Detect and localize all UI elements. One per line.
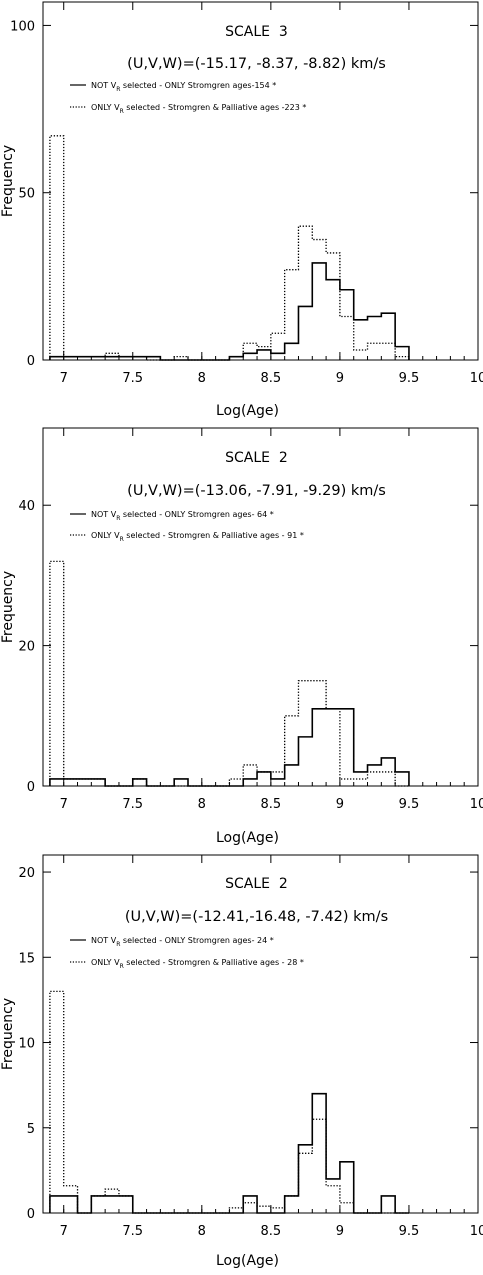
legend-subscript: R [120,108,124,115]
y-tick-label: 40 [18,499,35,514]
x-tick-label: 7.5 [122,797,143,812]
x-axis-label: Log(Age) [216,403,279,419]
y-tick-label: 15 [18,951,35,966]
x-tick-label: 10 [470,797,483,812]
y-tick-label: 50 [18,187,35,202]
legend-prefix: NOT V [91,510,117,519]
histogram-series-solid [49,707,410,787]
legend-subscript: R [116,515,120,522]
legend-text: selected - ONLY Stromgren ages-154 * [120,81,276,90]
y-tick-label: 0 [27,354,35,369]
y-tick-label: 5 [27,1122,35,1137]
x-tick-label: 7 [60,1224,68,1239]
legend-subscript: R [116,941,120,948]
legend-prefix: NOT V [91,936,117,945]
legend-entry-solid: NOT VR selected - ONLY Stromgren ages- 2… [70,936,274,948]
chart-title: SCALE 2 [225,876,288,892]
y-tick-label: 10 [18,1037,35,1052]
chart-panel-2: 7 7.5 8 8.5 9 9.5 10 0 20 40 Log(Age) Frequency SCAL… [0,427,483,846]
legend-subscript: R [116,86,120,93]
x-tick-label: 7.5 [122,1224,143,1239]
x-tick-label: 7 [60,797,68,812]
y-axis-label: Frequency [0,571,16,643]
chart-title: SCALE 2 [225,450,288,466]
chart-panel-3: 7 7.5 8 8.5 9 9.5 10 0 5 10 15 20 Log(Age) Frequency S… [0,854,483,1269]
legend-label: NOT VR selected - ONLY Stromgren ages- 6… [91,510,274,522]
legend-entry-solid: NOT VR selected - ONLY Stromgren ages-15… [70,81,276,93]
x-tick-label: 9.5 [399,371,420,386]
chart-subtitle: (U,V,W)=(-12.41,-16.48, -7.42) km/s [125,909,388,925]
legend-label: ONLY VR selected - Stromgren & Palliativ… [91,958,304,970]
histogram-series-dotted [49,560,409,787]
y-tick-label: 20 [18,866,35,881]
x-tick-label: 9 [336,1224,344,1239]
y-tick-label: 0 [27,1207,35,1222]
y-tick-label: 0 [27,780,35,795]
y-axis-label: Frequency [0,998,16,1070]
histogram-series-solid [49,262,410,361]
x-tick-label: 7.5 [122,371,143,386]
legend-prefix: ONLY V [91,103,120,112]
y-tick-label: 100 [10,19,35,34]
legend-label: NOT VR selected - ONLY Stromgren ages- 2… [91,936,274,948]
legend-prefix: NOT V [91,81,117,90]
chart-panel-1: 7 7.5 8 8.5 9 9.5 10050100Log(Age)FrequencySCA… [0,1,483,419]
x-tick-label: 8 [198,371,206,386]
x-tick-label: 9.5 [399,797,420,812]
x-tick-label: 10 [470,371,483,386]
chart-title: SCALE 3 [225,24,288,40]
histogram-series-dotted [49,990,409,1214]
chart-subtitle: (U,V,W)=(-15.17, -8.37, -8.82) km/s [127,56,386,72]
plot-frame [42,1,479,361]
x-tick-label: 8 [198,1224,206,1239]
x-tick-label: 9 [336,797,344,812]
y-tick-label: 20 [18,640,35,655]
legend-subscript: R [120,963,124,970]
legend-subscript: R [120,536,124,543]
y-axis-label: Frequency [0,145,16,217]
chart-subtitle: (U,V,W)=(-13.06, -7.91, -9.29) km/s [127,483,386,499]
histogram-series-solid [49,1092,409,1214]
x-axis-label: Log(Age) [216,830,279,846]
legend-text: selected - ONLY Stromgren ages- 64 * [120,510,273,519]
x-tick-label: 10 [470,1224,483,1239]
legend-text: selected - Stromgren & Palliative ages -… [124,958,304,967]
legend-entry-dotted: ONLY VR selected - Stromgren & Palliativ… [70,103,306,115]
x-tick-label: 8.5 [261,371,282,386]
legend-entry-solid: NOT VR selected - ONLY Stromgren ages- 6… [70,510,274,522]
legend-prefix: ONLY V [91,531,120,540]
legend-entry-dotted: ONLY VR selected - Stromgren & Palliativ… [70,531,304,543]
x-tick-label: 9.5 [399,1224,420,1239]
legend-text: selected - Stromgren & Palliative ages -… [124,103,307,112]
legend-text: selected - ONLY Stromgren ages- 24 * [120,936,273,945]
legend-label: NOT VR selected - ONLY Stromgren ages-15… [91,81,276,93]
legend-entry-dotted: ONLY VR selected - Stromgren & Palliativ… [70,958,304,970]
x-tick-label: 8.5 [261,797,282,812]
x-axis-label: Log(Age) [216,1253,279,1269]
x-tick-label: 7 [60,371,68,386]
x-tick-label: 8.5 [261,1224,282,1239]
legend-text: selected - Stromgren & Palliative ages -… [124,531,304,540]
plot-frame [42,427,479,787]
histogram-series-dotted [49,135,410,361]
x-tick-label: 8 [198,797,206,812]
legend-prefix: ONLY V [91,958,120,967]
legend-label: ONLY VR selected - Stromgren & Palliativ… [91,103,306,115]
x-tick-label: 9 [336,371,344,386]
legend-label: ONLY VR selected - Stromgren & Palliativ… [91,531,304,543]
